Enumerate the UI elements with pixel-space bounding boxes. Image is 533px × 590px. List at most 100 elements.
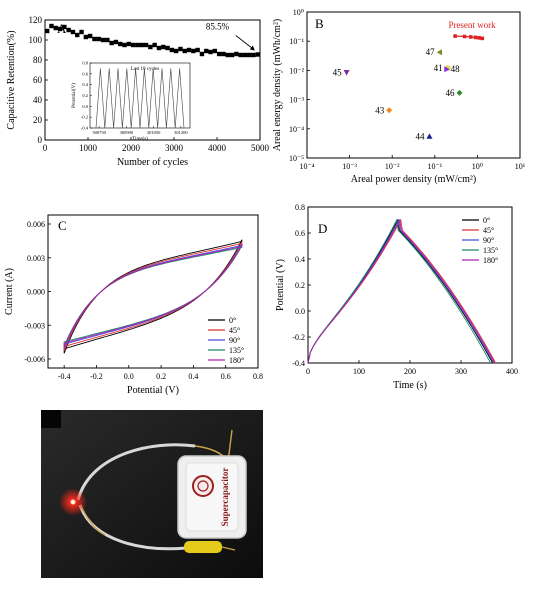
x-tick-label: -0.2	[90, 372, 103, 381]
data-point-label: 45	[333, 67, 343, 77]
data-point	[122, 42, 127, 48]
y-tick-label: 10⁻⁵	[289, 154, 304, 163]
y-tick-label: -0.003	[24, 321, 45, 330]
data-point	[83, 34, 89, 40]
data-point	[242, 52, 248, 58]
led-core	[70, 499, 76, 505]
panel-label: D	[318, 221, 327, 236]
data-point	[386, 107, 393, 114]
inset-x-axis-label: Time(s)	[132, 137, 148, 142]
present-work-point	[477, 36, 481, 40]
legend-label: 45°	[483, 226, 494, 235]
y-tick-label: 100	[29, 35, 43, 45]
supercapacitor-text: Supercapacitor	[220, 468, 230, 527]
inset-y-tick-label: 0.2	[82, 93, 88, 98]
annotation-label: 85.5%	[206, 22, 230, 32]
cv-curve	[63, 244, 243, 347]
data-point-label: 47	[426, 47, 436, 57]
data-point	[156, 45, 162, 51]
data-point	[105, 37, 110, 43]
legend-label: 180°	[483, 256, 498, 265]
data-point	[238, 52, 243, 58]
data-point	[212, 48, 218, 54]
data-point	[143, 42, 149, 48]
legend-label: 0°	[229, 316, 236, 325]
inset-y-tick-label: -0.4	[81, 126, 89, 131]
gcd-curve	[307, 218, 494, 364]
gcd-curve	[307, 218, 497, 364]
y-tick-label: 120	[29, 15, 43, 25]
x-tick-label: 0	[306, 367, 310, 376]
lower-terminal	[221, 546, 236, 551]
x-tick-label: 0.4	[188, 372, 198, 381]
panel-d: 0 100 200 300 400 -0.4 -0.2 0.0 0.2 0.4 0.6 0.8 Time…	[275, 203, 518, 391]
data-point	[148, 44, 153, 50]
legend-label: 45°	[229, 326, 240, 335]
data-point	[126, 41, 132, 47]
legend-label: 180°	[229, 356, 244, 365]
inset-x-tick-label: 300900	[120, 130, 134, 135]
inset-x-tick-label: 301200	[174, 130, 188, 135]
x-tick-label: 0.0	[124, 372, 134, 381]
gcd-curve	[307, 218, 496, 364]
plot-frame	[47, 214, 259, 369]
x-tick-label: 5000	[251, 143, 270, 153]
x-tick-label: 10⁻¹	[427, 162, 442, 171]
x-axis-label: Potential (V)	[127, 385, 179, 396]
x-tick-label: 10⁻³	[342, 162, 357, 171]
panel-label: C	[58, 218, 67, 233]
x-tick-label: 10¹	[515, 162, 526, 171]
data-point	[251, 52, 256, 58]
x-axis-label: Number of cycles	[117, 157, 188, 168]
x-tick-label: 10⁻²	[385, 162, 400, 171]
data-point	[109, 40, 114, 46]
data-point	[255, 52, 261, 57]
alligator-clip	[184, 541, 222, 553]
y-tick-label: 10⁰	[293, 8, 304, 17]
data-point	[221, 51, 226, 57]
x-tick-label: 400	[506, 367, 518, 376]
data-point-label: 41	[434, 63, 443, 73]
panel-c: -0.4 -0.2 0.0 0.2 0.4 0.6 0.8 -0.006 -0.003 0.000…	[4, 214, 263, 396]
data-point	[195, 47, 200, 53]
inset-y-tick-label: 0.0	[82, 104, 88, 109]
inset-gcd-trace	[95, 68, 185, 129]
cv-curve	[63, 243, 243, 349]
data-point	[456, 89, 463, 96]
y-tick-label: 80	[33, 55, 43, 65]
inset-title: Last 10 cycles	[131, 67, 160, 72]
data-point-label: 43	[375, 105, 385, 115]
y-tick-label: 0.6	[295, 229, 305, 238]
data-point	[75, 32, 80, 38]
y-tick-label: 0.000	[27, 288, 45, 297]
y-tick-label: 60	[33, 75, 43, 85]
data-point	[234, 51, 239, 57]
inset-x-tick-label: 301050	[147, 130, 161, 135]
supercapacitor-label-panel	[185, 462, 239, 532]
data-point	[66, 27, 71, 33]
data-point	[199, 51, 205, 57]
panel-label: B	[315, 16, 324, 31]
inset-y-tick-label: 0.4	[82, 82, 88, 87]
data-point	[173, 48, 179, 54]
photo-corner	[41, 410, 61, 428]
y-tick-label: 0.8	[295, 203, 305, 212]
y-axis-label: Capacitive Retention(%)	[6, 30, 17, 129]
y-axis-label: Current (A)	[4, 268, 15, 315]
y-tick-label: 10⁻¹	[289, 37, 304, 46]
data-point	[247, 52, 252, 58]
device-photo: Supercapacitor	[41, 410, 263, 578]
x-axis-label: Areal power density (mW/cm²)	[351, 174, 476, 185]
university-seal	[192, 475, 214, 497]
x-tick-label: 0.8	[253, 372, 263, 381]
x-tick-label: 2000	[122, 143, 141, 153]
data-point	[161, 44, 166, 50]
data-point	[118, 41, 123, 47]
data-point	[444, 66, 450, 73]
data-point	[436, 49, 443, 56]
x-tick-label: 10⁻⁴	[299, 162, 314, 171]
x-tick-label: 0	[43, 143, 48, 153]
legend-label: 90°	[229, 336, 240, 345]
cv-curve	[63, 243, 243, 348]
data-point	[178, 46, 183, 52]
